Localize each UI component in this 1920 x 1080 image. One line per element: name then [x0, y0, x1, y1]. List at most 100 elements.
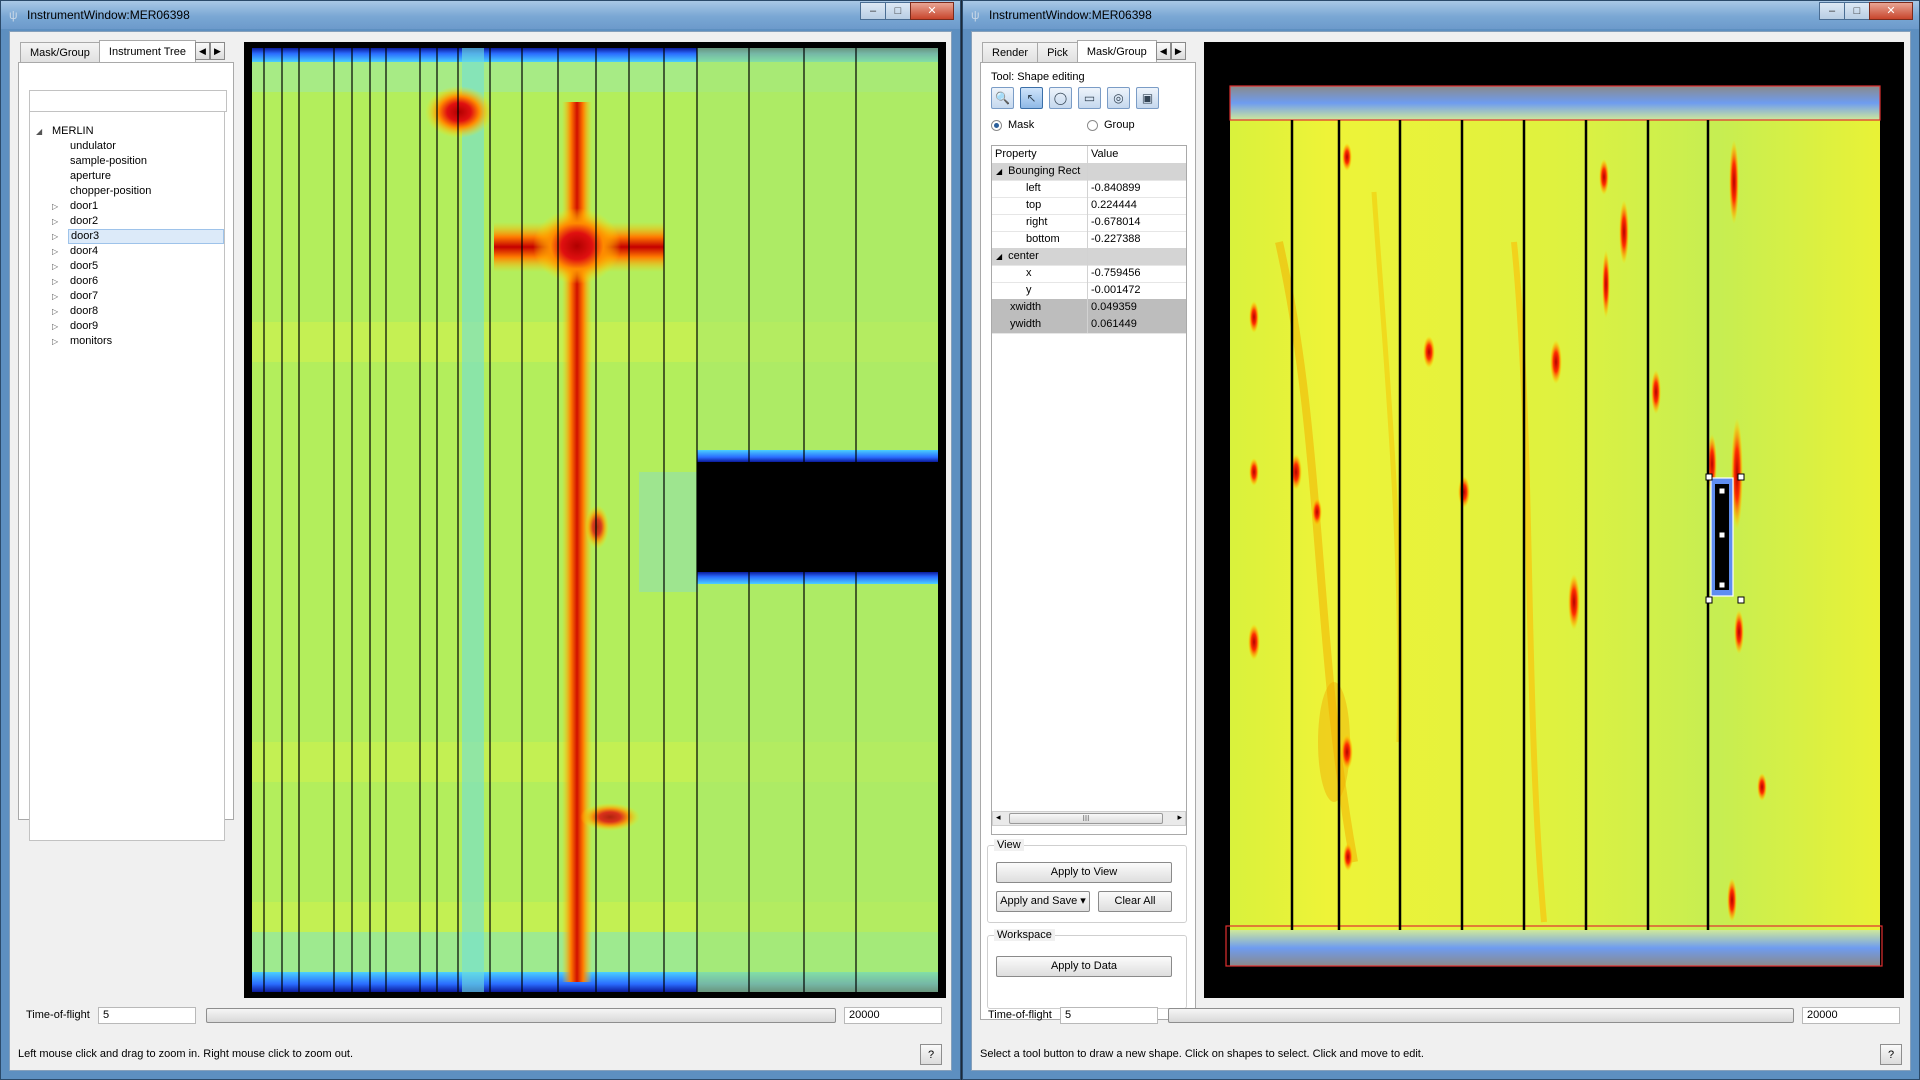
apply-and-save-button[interactable]: Apply and Save ▾: [996, 891, 1090, 912]
apply-to-data-button[interactable]: Apply to Data: [996, 956, 1172, 977]
title-bar[interactable]: ψ InstrumentWindow:MER06398 – □ ✕: [963, 1, 1919, 29]
tree-item-undulator[interactable]: undulator: [30, 139, 224, 154]
property-value[interactable]: 0.224444: [1091, 199, 1137, 211]
tab-scroll-left-icon[interactable]: ◀: [194, 42, 210, 60]
minimize-button[interactable]: –: [860, 2, 886, 20]
tab-pick[interactable]: Pick: [1037, 42, 1078, 62]
property-row-top[interactable]: top 0.224444: [992, 197, 1186, 215]
maximize-button[interactable]: □: [885, 2, 911, 20]
scroll-right-icon[interactable]: ▸: [1177, 812, 1182, 822]
expand-arrow-icon[interactable]: ▷: [52, 292, 59, 301]
horizontal-scrollbar[interactable]: ◂ III ▸: [992, 811, 1186, 826]
expand-arrow-icon[interactable]: ▷: [52, 202, 59, 211]
pointer-icon[interactable]: ↖: [1020, 87, 1043, 109]
tof-min-field[interactable]: 5: [98, 1007, 196, 1024]
title-bar[interactable]: ψ InstrumentWindow:MER06398 – □ ✕: [1, 1, 960, 29]
tab-render[interactable]: Render: [982, 42, 1039, 62]
clear-all-button[interactable]: Clear All: [1098, 891, 1172, 912]
expand-arrow-icon[interactable]: ▷: [52, 217, 59, 226]
ring-ellipse-icon[interactable]: ◎: [1107, 87, 1130, 109]
expand-arrow-icon[interactable]: ▷: [52, 337, 59, 346]
rectangle-icon[interactable]: ▭: [1078, 87, 1101, 109]
property-value[interactable]: -0.227388: [1091, 233, 1141, 245]
zoom-icon[interactable]: 🔍: [991, 87, 1014, 109]
property-row-ywidth[interactable]: ywidth 0.061449: [992, 316, 1186, 334]
collapse-arrow-icon[interactable]: ◢: [996, 252, 1003, 261]
tree-item-door9[interactable]: ▷ door9: [30, 319, 224, 334]
tof-range-slider[interactable]: [1168, 1008, 1794, 1023]
tree-item-chopper-position[interactable]: chopper-position: [30, 184, 224, 199]
minimize-button[interactable]: –: [1819, 2, 1845, 20]
maximize-button[interactable]: □: [1844, 2, 1870, 20]
tree-item-door4[interactable]: ▷ door4: [30, 244, 224, 259]
detector-image[interactable]: [1204, 42, 1904, 998]
tree-item-door7[interactable]: ▷ door7: [30, 289, 224, 304]
tree-filter-input[interactable]: [29, 90, 227, 112]
property-value[interactable]: -0.001472: [1091, 284, 1141, 296]
instrument-view-canvas[interactable]: [1204, 42, 1904, 998]
expand-arrow-icon[interactable]: ◢: [36, 127, 43, 136]
expand-arrow-icon[interactable]: ▷: [52, 277, 59, 286]
property-key: ywidth: [1010, 318, 1042, 330]
property-value[interactable]: 0.049359: [1091, 301, 1137, 313]
property-row-left[interactable]: left -0.840899: [992, 180, 1186, 198]
tab-scroll-right-icon[interactable]: ▶: [209, 42, 225, 60]
expand-arrow-icon[interactable]: ▷: [52, 262, 59, 271]
instrument-view-canvas[interactable]: [244, 42, 946, 998]
instrument-tree[interactable]: ◢ MERLIN undulator sample-position aperture c…: [29, 111, 225, 841]
property-row-xwidth[interactable]: xwidth 0.049359: [992, 299, 1186, 317]
close-button[interactable]: ✕: [1869, 2, 1913, 20]
tree-item-door1[interactable]: ▷ door1: [30, 199, 224, 214]
tof-min-field[interactable]: 5: [1060, 1007, 1158, 1024]
tree-item-door8[interactable]: ▷ door8: [30, 304, 224, 319]
expand-arrow-icon[interactable]: ▷: [52, 307, 59, 316]
tof-range-slider[interactable]: [206, 1008, 836, 1023]
group-radio-label: Group: [1104, 119, 1135, 131]
tree-item-sample-position[interactable]: sample-position: [30, 154, 224, 169]
scroll-left-icon[interactable]: ◂: [996, 812, 1001, 822]
property-value[interactable]: -0.759456: [1091, 267, 1141, 279]
expand-arrow-icon[interactable]: ▷: [52, 232, 59, 241]
property-value[interactable]: 0.061449: [1091, 318, 1137, 330]
tab-mask-group[interactable]: Mask/Group: [20, 42, 100, 62]
property-value[interactable]: -0.840899: [1091, 182, 1141, 194]
window-client: Render Pick Mask/Group ◀ ▶ Tool: Shape e…: [971, 31, 1911, 1071]
tab-instrument-tree[interactable]: Instrument Tree: [98, 40, 196, 62]
scroll-thumb[interactable]: III: [1009, 813, 1163, 824]
ring-rectangle-icon[interactable]: ▣: [1136, 87, 1159, 109]
tree-item-aperture[interactable]: aperture: [30, 169, 224, 184]
tree-item-label: door5: [70, 260, 99, 272]
mask-radio[interactable]: Mask: [991, 119, 1034, 131]
tab-scroll-left-icon[interactable]: ◀: [1155, 42, 1171, 60]
property-key-cell: ◢ Bounging Rect: [992, 163, 1088, 180]
help-button[interactable]: ?: [920, 1044, 942, 1065]
tof-max-field[interactable]: 20000: [844, 1007, 942, 1024]
expand-arrow-icon[interactable]: ▷: [52, 322, 59, 331]
apply-to-view-button[interactable]: Apply to View: [996, 862, 1172, 883]
property-row-bounging-rect[interactable]: ◢ Bounging Rect: [992, 163, 1186, 181]
shape-property-table[interactable]: Property Value ◢ Bounging Rect left -0.8408…: [991, 145, 1187, 835]
collapse-arrow-icon[interactable]: ◢: [996, 167, 1003, 176]
property-row-center[interactable]: ◢ center: [992, 248, 1186, 266]
close-button[interactable]: ✕: [910, 2, 954, 20]
property-value[interactable]: -0.678014: [1091, 216, 1141, 228]
tree-item-door2[interactable]: ▷ door2: [30, 214, 224, 229]
tab-mask-group[interactable]: Mask/Group: [1076, 40, 1157, 62]
tof-max-field[interactable]: 20000: [1802, 1007, 1900, 1024]
property-row-right[interactable]: right -0.678014: [992, 214, 1186, 232]
tree-item-MERLIN[interactable]: ◢ MERLIN: [30, 124, 224, 139]
group-radio[interactable]: Group: [1087, 119, 1135, 131]
property-row-x[interactable]: x -0.759456: [992, 265, 1186, 283]
selection-handles[interactable]: [1705, 473, 1745, 604]
ellipse-icon[interactable]: ◯: [1049, 87, 1072, 109]
tree-item-door3[interactable]: ▷ door3: [30, 229, 224, 244]
property-row-y[interactable]: y -0.001472: [992, 282, 1186, 300]
property-row-bottom[interactable]: bottom -0.227388: [992, 231, 1186, 249]
detector-image[interactable]: [244, 42, 946, 998]
tree-item-door5[interactable]: ▷ door5: [30, 259, 224, 274]
tree-item-monitors[interactable]: ▷ monitors: [30, 334, 224, 349]
tree-item-door6[interactable]: ▷ door6: [30, 274, 224, 289]
expand-arrow-icon[interactable]: ▷: [52, 247, 59, 256]
help-button[interactable]: ?: [1880, 1044, 1902, 1065]
tab-scroll-right-icon[interactable]: ▶: [1170, 42, 1186, 60]
